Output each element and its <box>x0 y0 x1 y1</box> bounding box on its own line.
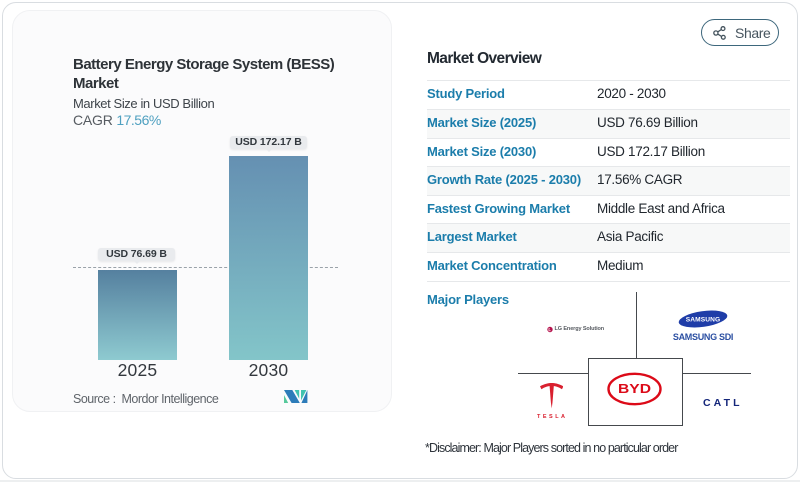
svg-text:SAMSUNG: SAMSUNG <box>686 316 720 323</box>
svg-text:BYD: BYD <box>618 382 651 396</box>
